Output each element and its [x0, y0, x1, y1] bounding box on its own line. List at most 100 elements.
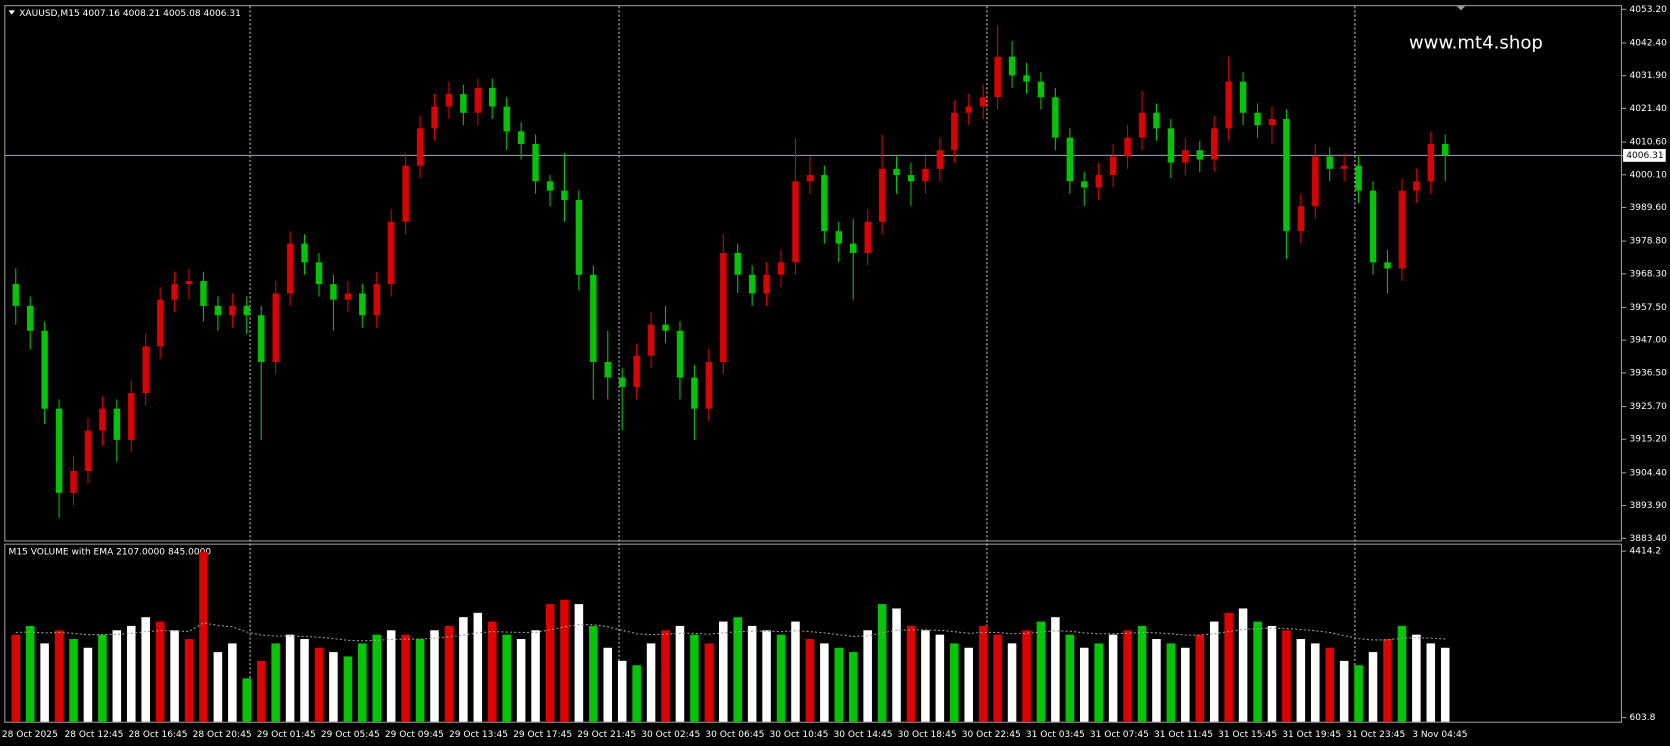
y-tick-label: 4000.10	[1629, 170, 1667, 180]
volume-bar	[516, 639, 526, 722]
y-tick-label: 3968.30	[1629, 269, 1667, 279]
volume-bar	[459, 617, 468, 722]
candle-body	[748, 274, 756, 294]
volume-bar	[603, 647, 613, 722]
candle-body	[301, 243, 308, 263]
volume-bar	[921, 630, 930, 722]
volume-bar	[791, 621, 800, 722]
volume-bar	[863, 630, 872, 722]
volume-bar	[1181, 647, 1190, 722]
volume-bar	[1354, 665, 1363, 722]
volume-bar	[314, 647, 324, 722]
y-tick-label: 4031.90	[1629, 71, 1667, 81]
volume-bar	[184, 639, 194, 722]
x-tick-label: 30 Oct 22:45	[962, 730, 1021, 740]
volume-bar	[1397, 625, 1407, 722]
volume-bar	[141, 617, 150, 722]
volume-bar	[386, 630, 396, 722]
volume-bar	[1440, 647, 1450, 722]
volume-bar	[329, 652, 338, 722]
candle-body	[286, 243, 294, 294]
volume-bar	[1195, 634, 1205, 722]
candle-body	[878, 168, 886, 222]
volume-panel	[4, 543, 1623, 723]
candle-body	[1427, 143, 1434, 182]
volume-bar	[430, 630, 439, 722]
volume-bar	[1209, 621, 1219, 722]
volume-bar	[1282, 630, 1291, 722]
candle-body	[489, 87, 496, 107]
shift-marker	[1456, 6, 1466, 11]
volume-bar	[40, 643, 49, 722]
candle-body	[1312, 156, 1319, 207]
volume-bar	[11, 634, 21, 722]
volume-bar	[126, 625, 136, 722]
candle-body	[850, 243, 857, 253]
candle-body	[777, 262, 785, 275]
candle-body	[936, 150, 944, 169]
volume-bar	[805, 639, 815, 722]
candle-body	[1066, 137, 1074, 182]
price-label: 4006.31	[1626, 151, 1663, 161]
volume-bar	[892, 608, 901, 722]
candle-body	[1369, 190, 1377, 263]
volume-bar	[256, 660, 266, 722]
y-tick-label: 3989.60	[1629, 203, 1667, 213]
candle-body	[1037, 81, 1045, 98]
volume-bar	[213, 652, 223, 722]
volume-bar	[1412, 634, 1421, 722]
candle-body	[907, 175, 915, 182]
volume-bar	[747, 625, 757, 722]
candle-body	[55, 408, 63, 493]
candle-body	[474, 87, 482, 113]
volume-bar	[877, 604, 887, 722]
candle-body	[676, 330, 684, 378]
candle-body	[402, 165, 409, 222]
volume-bar	[444, 625, 454, 722]
candle-body	[171, 284, 178, 300]
x-tick-label: 31 Oct 03:45	[1026, 730, 1085, 740]
candle-body	[922, 168, 929, 182]
volume-bar	[415, 639, 425, 722]
volume-bar	[661, 630, 670, 722]
candle-body	[503, 106, 510, 132]
volume-bar	[1094, 643, 1103, 722]
candle-body	[84, 430, 92, 472]
candle-body	[734, 252, 741, 275]
candle-body	[691, 377, 698, 409]
candle-body	[1413, 181, 1420, 191]
volume-bar	[820, 643, 829, 722]
candle-body	[1283, 119, 1290, 232]
volume-bar	[502, 634, 511, 722]
volume-bar	[1065, 634, 1075, 722]
candle-body	[979, 97, 987, 107]
volume-bar	[1051, 617, 1060, 722]
candle-body	[705, 361, 713, 409]
volume-bar	[271, 643, 280, 722]
candle-body	[792, 181, 799, 263]
candle-body	[315, 262, 323, 285]
volume-bar	[545, 604, 555, 722]
volume-bar	[228, 643, 237, 722]
candle-body	[229, 305, 236, 316]
candle-body	[532, 143, 539, 182]
watermark: www.mt4.shop	[1409, 32, 1543, 53]
candle-body	[893, 168, 900, 176]
volume-bar	[69, 639, 78, 722]
candle-body	[1095, 175, 1102, 188]
candle-body	[604, 361, 611, 378]
collapse-arrow[interactable]	[8, 10, 15, 15]
candle-body	[113, 408, 121, 440]
volume-bar	[1339, 660, 1349, 722]
volume-bar	[935, 634, 945, 722]
candle-body	[1138, 112, 1146, 138]
x-tick-label: 29 Oct 17:45	[513, 730, 572, 740]
y-tick-label: 3883.40	[1629, 534, 1667, 544]
x-tick-label: 29 Oct 21:45	[577, 730, 636, 740]
candle-body	[373, 284, 380, 316]
candle-body	[344, 293, 352, 300]
volume-tick-label: 603.8	[1629, 713, 1655, 723]
